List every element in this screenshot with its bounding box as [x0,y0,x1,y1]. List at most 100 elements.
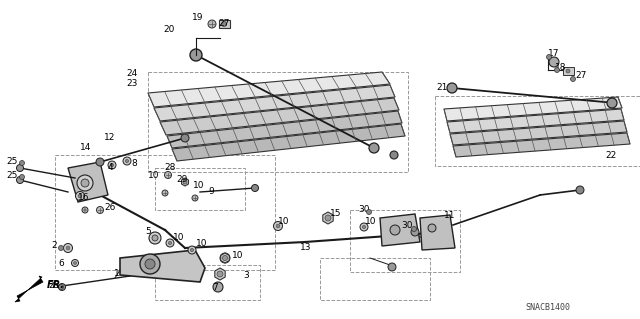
Circle shape [188,246,196,254]
Circle shape [367,210,371,214]
Text: 18: 18 [555,63,566,71]
Circle shape [360,223,368,231]
Circle shape [82,207,88,213]
Circle shape [140,254,160,274]
Text: 24: 24 [127,70,138,78]
Circle shape [390,225,400,235]
Text: 10: 10 [365,218,376,226]
Polygon shape [160,98,399,135]
Text: 10: 10 [173,233,184,241]
Text: 27: 27 [218,19,229,28]
Circle shape [223,256,227,260]
Bar [350,210,460,272]
Polygon shape [154,85,395,121]
Text: 20: 20 [164,26,175,34]
Text: 9: 9 [208,188,214,197]
Text: 7: 7 [212,284,218,293]
Text: 11: 11 [444,211,456,219]
Text: 19: 19 [192,12,204,21]
Text: 30: 30 [401,221,413,231]
Circle shape [217,271,223,277]
Circle shape [181,134,189,142]
Bar [55,155,275,270]
Circle shape [273,221,282,231]
Bar [155,168,245,210]
Text: 22: 22 [605,151,617,160]
Text: 25: 25 [6,157,18,166]
Text: SNACB1400: SNACB1400 [525,303,570,313]
Circle shape [74,262,76,264]
Circle shape [17,165,24,172]
Circle shape [570,77,575,81]
Circle shape [152,235,158,241]
Polygon shape [167,111,402,148]
Circle shape [77,175,93,191]
Polygon shape [563,67,574,75]
Circle shape [96,158,104,166]
Text: 10: 10 [278,218,289,226]
Circle shape [108,161,116,169]
Circle shape [97,206,104,213]
Circle shape [607,98,617,108]
Polygon shape [453,133,630,157]
Circle shape [549,57,559,67]
Circle shape [19,160,24,166]
Circle shape [66,246,70,250]
Bar [320,258,430,300]
Circle shape [276,224,280,228]
Text: 28: 28 [164,164,175,173]
Circle shape [547,55,552,60]
Circle shape [388,263,396,271]
Polygon shape [444,97,622,121]
Circle shape [76,191,84,201]
Circle shape [17,176,24,183]
Circle shape [19,174,24,180]
Polygon shape [380,214,420,246]
Circle shape [164,172,172,179]
Text: 10: 10 [148,170,159,180]
Circle shape [58,246,63,250]
Polygon shape [420,215,455,250]
Text: 27: 27 [575,71,586,80]
Circle shape [58,284,65,291]
Circle shape [362,226,365,229]
Circle shape [447,83,457,93]
Circle shape [81,179,89,187]
Polygon shape [182,178,188,186]
Polygon shape [120,250,205,282]
Polygon shape [172,124,405,161]
Circle shape [213,282,223,292]
Polygon shape [219,20,230,28]
Circle shape [145,259,155,269]
Circle shape [369,143,379,153]
Circle shape [78,194,82,198]
Circle shape [84,209,86,211]
Circle shape [220,253,230,263]
Circle shape [168,241,172,245]
Circle shape [325,215,331,221]
Text: 12: 12 [104,133,115,143]
Circle shape [252,184,259,191]
Circle shape [183,180,187,184]
Polygon shape [323,212,333,224]
Text: 1: 1 [115,269,120,278]
Bar [155,265,260,300]
Polygon shape [450,121,627,145]
Circle shape [411,228,419,236]
Text: 15: 15 [330,210,342,219]
Polygon shape [447,109,624,133]
Circle shape [149,232,161,244]
Circle shape [223,256,227,261]
Circle shape [123,157,131,165]
Circle shape [412,226,417,232]
Text: 4: 4 [108,164,113,173]
Text: 2: 2 [51,241,57,249]
Circle shape [162,190,168,196]
Text: 14: 14 [79,144,91,152]
Circle shape [190,49,202,61]
Text: 25: 25 [49,280,60,290]
Text: 3: 3 [243,271,249,279]
Text: 10: 10 [196,240,207,249]
Text: 10: 10 [232,250,243,259]
Text: 25: 25 [6,170,18,180]
